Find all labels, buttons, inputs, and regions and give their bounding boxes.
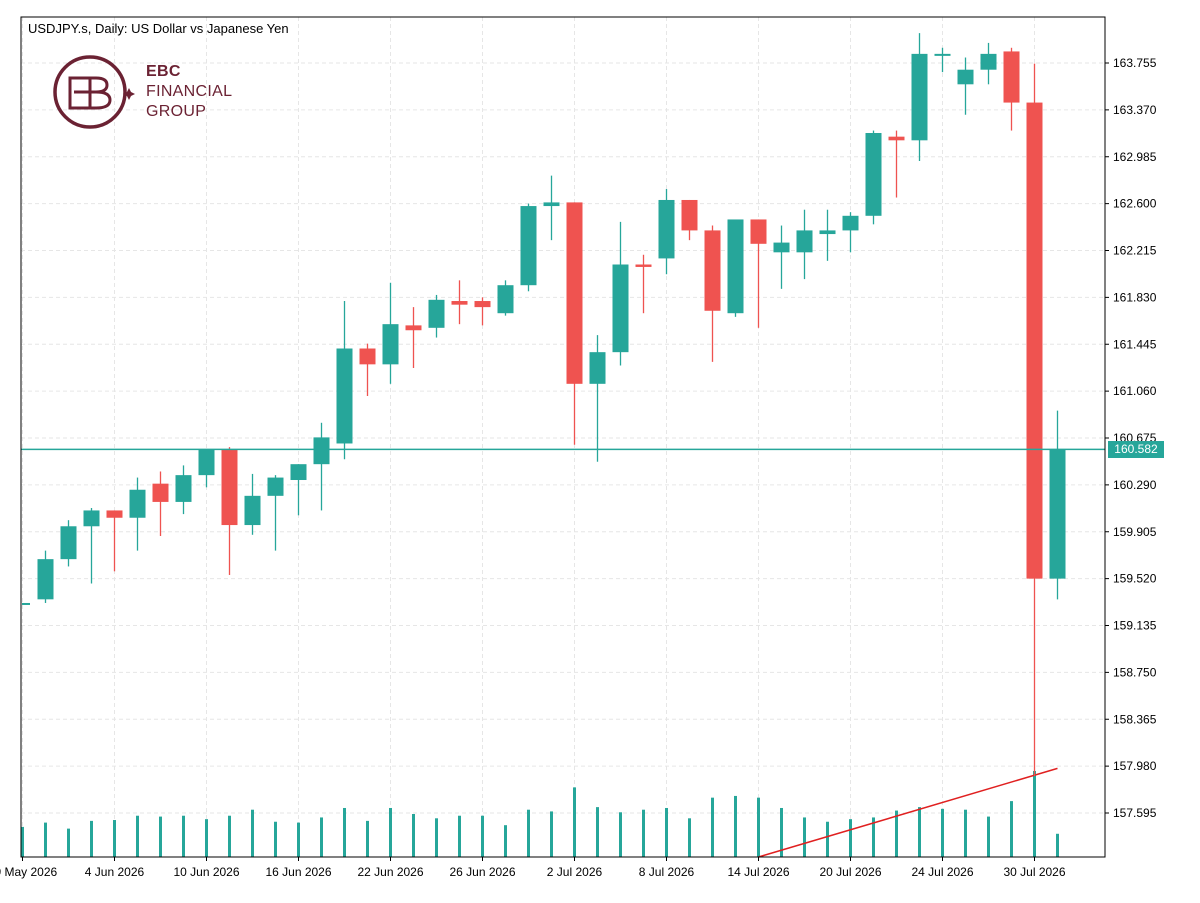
x-tick-label: 10 Jun 2026 <box>173 865 239 879</box>
candle-down <box>106 510 123 518</box>
candle-up <box>336 348 353 444</box>
y-tick-label: 161.060 <box>1113 384 1157 398</box>
candle-up <box>773 242 790 253</box>
candle-up <box>934 53 951 56</box>
candle-down <box>405 325 422 331</box>
candle-up <box>497 285 514 314</box>
candle-up <box>290 464 307 481</box>
candle-up <box>22 602 30 605</box>
y-tick-label: 161.830 <box>1113 290 1157 304</box>
candle-up <box>842 215 859 231</box>
y-tick-label: 159.520 <box>1113 572 1157 586</box>
x-tick-label: 16 Jun 2026 <box>265 865 331 879</box>
candle-up <box>428 299 445 328</box>
candles <box>22 33 1066 776</box>
candle-up <box>60 526 77 560</box>
logo-mark <box>53 55 135 129</box>
candle-down <box>221 449 238 526</box>
candle-down <box>474 301 491 308</box>
candle-down <box>681 199 698 231</box>
candle-up <box>1049 449 1066 579</box>
candle-up <box>589 352 606 384</box>
candle-up <box>37 559 54 600</box>
y-tick-label: 162.600 <box>1113 197 1157 211</box>
x-axis: 29 May 2026 4 Jun 2026 10 Jun 2026 16 Jun 2… <box>0 857 1066 879</box>
candle-up <box>313 437 330 465</box>
candle-up <box>175 475 192 502</box>
current-price-label: 160.582 <box>1108 440 1164 458</box>
x-tick-label: 22 Jun 2026 <box>357 865 423 879</box>
volume-bars <box>21 771 1059 857</box>
candle-up <box>520 206 537 286</box>
candle-down <box>152 483 169 502</box>
y-tick-label: 158.750 <box>1113 665 1157 679</box>
grid <box>21 17 1105 857</box>
candle-up <box>980 53 997 70</box>
y-tick-label: 159.905 <box>1113 525 1157 539</box>
candle-down <box>359 348 376 365</box>
y-tick-label: 162.985 <box>1113 150 1157 164</box>
x-tick-label: 4 Jun 2026 <box>85 865 145 879</box>
volume-indicator <box>758 767 1058 858</box>
y-axis: 163.755 163.370 162.985 162.600 162.215 161.8… <box>1105 56 1157 820</box>
candle-up <box>382 324 399 365</box>
logo: EBC FINANCIAL GROUP <box>52 52 252 136</box>
y-tick-label: 158.365 <box>1113 712 1157 726</box>
x-tick-label: 24 Jul 2026 <box>911 865 973 879</box>
x-tick-label: 20 Jul 2026 <box>819 865 881 879</box>
candle-up <box>658 199 675 259</box>
candle-up <box>796 230 813 253</box>
candle-up <box>727 219 744 314</box>
candle-up <box>911 53 928 141</box>
candle-down <box>451 301 468 305</box>
candle-up <box>819 230 836 235</box>
candle-up <box>957 69 974 85</box>
candle-down <box>888 136 905 141</box>
y-tick-label: 160.290 <box>1113 478 1157 492</box>
candle-down <box>635 264 652 267</box>
candle-up <box>267 477 284 496</box>
x-tick-label: 26 Jun 2026 <box>449 865 515 879</box>
y-tick-label: 159.135 <box>1113 619 1157 633</box>
candle-up <box>198 449 215 476</box>
x-tick-label: 29 May 2026 <box>0 865 58 879</box>
chart-title: USDJPY.s, Daily: US Dollar vs Japanese Y… <box>28 21 289 36</box>
indicator-line <box>758 767 1058 858</box>
x-tick-label: 14 Jul 2026 <box>727 865 789 879</box>
candle-down <box>566 202 583 384</box>
candle-down <box>1003 51 1020 103</box>
y-tick-label: 162.215 <box>1113 244 1157 258</box>
candle-down <box>704 230 721 311</box>
candle-down <box>750 219 767 244</box>
candle-up <box>865 133 882 216</box>
x-tick-label: 8 Jul 2026 <box>639 865 695 879</box>
x-tick-label: 30 Jul 2026 <box>1003 865 1065 879</box>
y-tick-label: 157.595 <box>1113 806 1157 820</box>
x-tick-label: 2 Jul 2026 <box>547 865 603 879</box>
y-tick-label: 157.980 <box>1113 759 1157 773</box>
candle-up <box>244 495 261 526</box>
candle-up <box>83 510 100 527</box>
candle-up <box>129 489 146 518</box>
candle-up <box>612 264 629 353</box>
y-tick-label: 161.445 <box>1113 337 1157 351</box>
y-tick-label: 163.755 <box>1113 56 1157 70</box>
logo-text: EBC FINANCIAL GROUP <box>146 63 233 120</box>
plot-frame <box>20 16 1106 858</box>
candle-down <box>1026 102 1043 579</box>
y-tick-label: 163.370 <box>1113 103 1157 117</box>
candle-up <box>543 202 560 207</box>
